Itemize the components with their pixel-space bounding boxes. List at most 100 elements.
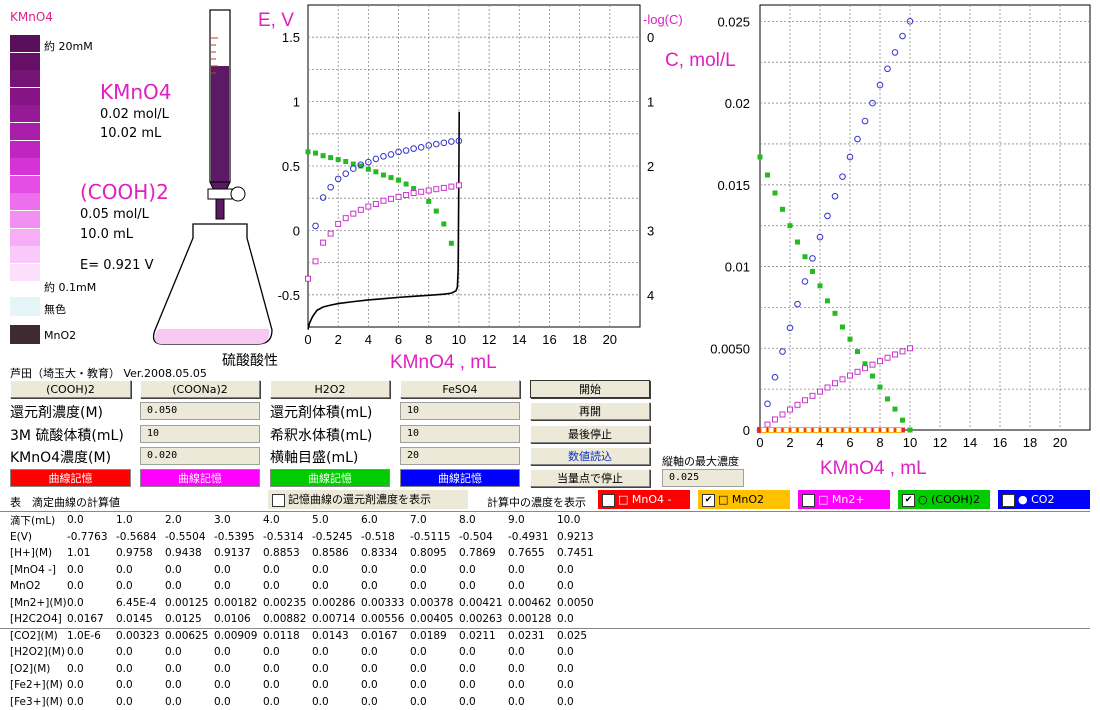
acid-volume-field[interactable]: 10: [140, 425, 260, 443]
table-cell: 0.00286: [312, 596, 356, 609]
data-point: [906, 18, 914, 25]
data-point: [771, 373, 779, 381]
data-point: [892, 351, 898, 358]
table-cell: 0.0: [263, 580, 280, 593]
kmno4-conc-field[interactable]: 0.020: [140, 447, 260, 465]
toggle-mn2[interactable]: ✔ □ Mn2+: [798, 490, 890, 509]
table-cell: 0.00333: [361, 596, 405, 609]
table-row: [Mn2+](M) 0.0 6.45E-4 0.00125 0.00182 0.00235…: [10, 595, 606, 612]
memory-button-green[interactable]: 曲線記憶: [270, 469, 390, 487]
table-cell: 1.01: [67, 547, 91, 560]
resume-button[interactable]: 再開: [530, 402, 650, 420]
table-cell: 0.8334: [361, 547, 398, 560]
table-cell: 0.0: [67, 695, 84, 708]
color-swatch: [10, 35, 40, 52]
data-point: [847, 372, 853, 379]
table-cell: 0.0: [361, 679, 378, 692]
co2-checkbox[interactable]: ✔: [1002, 493, 1015, 507]
data-point: [440, 139, 448, 147]
toggle-mno2[interactable]: ✔ □ MnO2: [698, 490, 790, 509]
reductant-volume-field[interactable]: 10: [400, 402, 520, 420]
table-cell: 0.0: [165, 695, 182, 708]
table-cell: 0.0: [67, 580, 84, 593]
table-cell: -0.518: [361, 530, 395, 543]
data-point: [780, 206, 785, 212]
data-point: [891, 49, 899, 56]
reagent-button-feso4[interactable]: FeSO4: [400, 380, 520, 398]
memory-button-blue[interactable]: 曲線記憶: [400, 469, 520, 487]
data-point: [795, 239, 800, 245]
table-cell: 6.0: [361, 514, 378, 527]
data-point: [387, 151, 395, 158]
reagent-button-h2o2[interactable]: H2O2: [270, 380, 390, 398]
data-point: [810, 268, 815, 274]
data-point: [433, 186, 440, 193]
row-header: [H+](M): [10, 547, 53, 560]
x-tick-label: 2: [786, 435, 793, 450]
table-cell: 2.0: [165, 514, 182, 527]
table-row: [H+](M) 1.01 0.9758 0.9438 0.9137 0.8853 0.858…: [10, 545, 606, 562]
mno2-checkbox[interactable]: ✔: [702, 493, 715, 507]
data-point: [342, 170, 350, 178]
x-tick-label: 4: [816, 435, 823, 450]
mn2-checkbox[interactable]: ✔: [802, 493, 815, 507]
read-values-button[interactable]: 数値読込: [530, 447, 650, 465]
x-tick-label: 6: [395, 332, 402, 347]
stop-last-button[interactable]: 最後停止: [530, 425, 650, 443]
table-cell: -0.504: [459, 530, 493, 543]
data-point: [365, 166, 371, 172]
reductant-conc-field[interactable]: 0.050: [140, 402, 260, 420]
co2-toggle-label: CO2: [1031, 493, 1055, 506]
grid: [760, 5, 1090, 430]
stop-at-equivalence-button[interactable]: 当量点で停止: [530, 469, 650, 487]
table-cell: 0.0: [410, 695, 427, 708]
table-cell: 0.0: [459, 580, 476, 593]
data-point: [832, 310, 838, 316]
data-point: [335, 157, 341, 163]
toggle-cooh2[interactable]: ✔ ○ (COOH)2: [898, 490, 990, 509]
show-memory-checkbox[interactable]: [272, 493, 285, 507]
toggle-mno4[interactable]: ✔ □ MnO4 -: [598, 490, 690, 509]
y-tick-label: 0.025: [717, 14, 750, 29]
reagent-button-coona2[interactable]: (COONa)2: [140, 380, 260, 398]
start-button[interactable]: 開始: [530, 380, 650, 398]
table-cell: 0.0: [263, 679, 280, 692]
table-cell: 5.0: [312, 514, 329, 527]
mno4-checkbox[interactable]: ✔: [602, 493, 615, 507]
data-point: [358, 163, 364, 169]
data-point: [765, 172, 770, 178]
data-point: [802, 254, 808, 260]
show-memory-toggle[interactable]: 記憶曲線の還元剤濃度を表示: [268, 490, 468, 509]
data-point: [854, 135, 861, 143]
memory-button-red[interactable]: 曲線記憶: [10, 469, 131, 487]
max-conc-field[interactable]: 0.025: [662, 469, 744, 487]
data-point: [313, 150, 319, 156]
data-point: [779, 348, 786, 355]
table-cell: 0.0167: [361, 629, 398, 642]
data-point: [372, 155, 380, 163]
x-tick-label: 8: [876, 435, 883, 450]
toggle-co2[interactable]: ✔ ● CO2: [998, 490, 1090, 509]
table-cell: 0.0167: [67, 613, 104, 626]
data-point: [900, 427, 905, 433]
reagent-button-cooh2[interactable]: (COOH)2: [10, 380, 131, 398]
data-point: [417, 144, 425, 151]
memory-button-magenta[interactable]: 曲線記憶: [140, 469, 260, 487]
data-point: [410, 190, 417, 197]
mno2-mark: □: [718, 493, 729, 506]
cooh2-checkbox[interactable]: ✔: [902, 493, 915, 507]
data-point: [441, 221, 447, 227]
table-cell: 0.7869: [459, 547, 496, 560]
mn2-toggle-label: Mn2+: [831, 493, 865, 506]
x-tick-label: 2: [335, 332, 342, 347]
dilution-volume-field[interactable]: 10: [400, 425, 520, 443]
table-cell: 0.00421: [459, 596, 503, 609]
table-cell: 0.0: [557, 613, 574, 626]
x-scale-field[interactable]: 20: [400, 447, 520, 465]
data-point: [870, 427, 875, 433]
data-point: [403, 181, 409, 187]
table-cell: 0.0: [459, 646, 476, 659]
data-point: [817, 427, 823, 433]
y-tick-label: 0.5: [282, 159, 300, 174]
data-point: [795, 427, 800, 433]
